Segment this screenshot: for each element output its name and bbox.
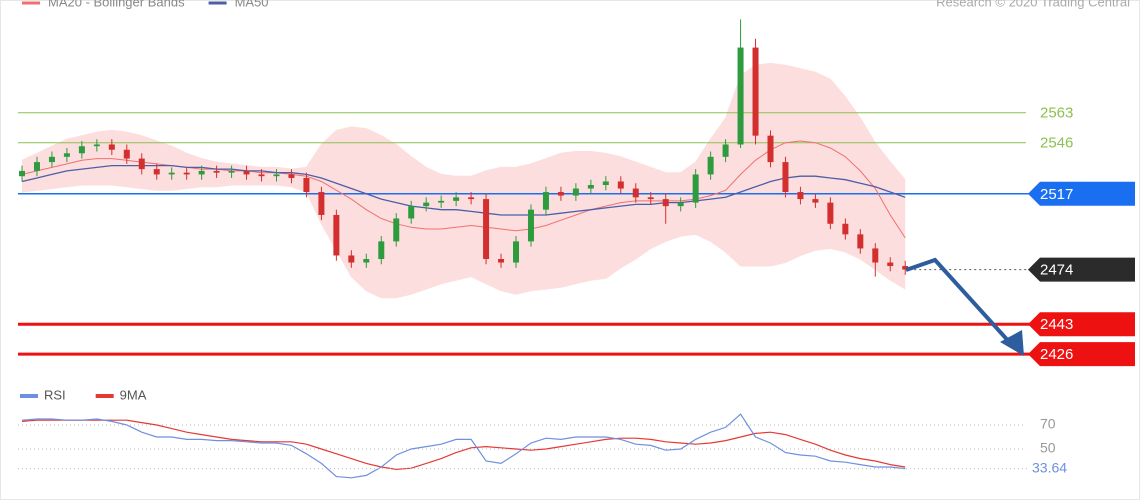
forecast-arrow-head [1000,330,1024,356]
candle-body [453,197,460,201]
candle-body [812,199,819,203]
candle-body [48,156,55,163]
candle-body [902,266,909,270]
candle-body [872,248,879,263]
candle-body [363,259,370,263]
candle-body [19,170,25,177]
candle-body [183,172,190,175]
candle-body [318,192,325,215]
candle-body [348,255,355,263]
level-label: 2517 [1040,186,1073,203]
candle-body [228,170,235,173]
candle-body [662,199,669,207]
value-label: 33.64 [1032,459,1067,475]
candle-body [857,234,864,249]
candle-body [513,241,520,263]
legend-label: MA50 [235,0,269,9]
candle-body [138,158,145,170]
y-tick-label: 70 [1040,416,1056,432]
rsi-line [21,413,906,479]
forecast-arrow [905,257,1014,347]
candle-body [587,185,594,189]
candle-body [153,169,160,175]
candle-body [707,156,714,175]
level-label: 2546 [1040,135,1073,152]
candle-body [258,174,265,177]
candle-body [617,181,624,189]
legend-label: 9MA [120,387,147,402]
moving-average [21,164,906,216]
candle-body [243,170,250,175]
last-price-label: 2474 [1040,262,1073,279]
candle-body [692,174,699,203]
candle-body [288,174,295,178]
level-label: 2563 [1040,105,1073,122]
y-tick-label: 50 [1040,440,1056,456]
candle-body [93,144,100,147]
candle-body [78,146,85,154]
candle-body [722,144,729,157]
legend-label: MA20 - Bollinger Bands [48,0,185,9]
candle-body [498,259,505,263]
candle-body [378,241,385,259]
level-label: 2443 [1040,316,1073,333]
bollinger-fill [22,63,906,298]
bollinger-lower [21,184,906,299]
candle-body [782,162,789,193]
candle-body [767,135,774,163]
rsi-line [21,419,906,471]
candle-body [408,206,415,219]
source: Research © 2020 Trading Central [936,0,1130,9]
candle-body [647,197,654,200]
candle-body [438,200,445,203]
level-tag [1028,342,1135,367]
candle-body [602,181,609,185]
candle-body [468,197,475,200]
candle-body [737,47,744,145]
candle-body [123,149,130,159]
candle-body [842,223,849,235]
candle-body [632,188,639,198]
candle-body [33,162,40,171]
candle-body [393,218,400,242]
candle-body [213,170,220,173]
candle-body [198,170,205,175]
candle-body [63,153,70,157]
candle-body [827,202,834,224]
level-tag [1028,312,1135,337]
candle-body [542,192,549,210]
candle-body [483,199,490,259]
level-label: 2426 [1040,346,1073,363]
candle-body [677,202,684,207]
candle-body [273,174,280,177]
candle-body [572,188,579,196]
level-tag [1028,181,1135,206]
candle-body [168,172,175,175]
candle-body [752,47,759,136]
legend-label: RSI [44,387,66,402]
candle-body [887,262,894,267]
candle-body [527,209,534,242]
candle-body [797,192,804,200]
candle-body [557,192,564,196]
candle-body [108,144,115,150]
last-price-tag [1028,257,1135,282]
candle-body [303,177,310,193]
candle-body [333,214,340,256]
candle-body [423,202,430,207]
